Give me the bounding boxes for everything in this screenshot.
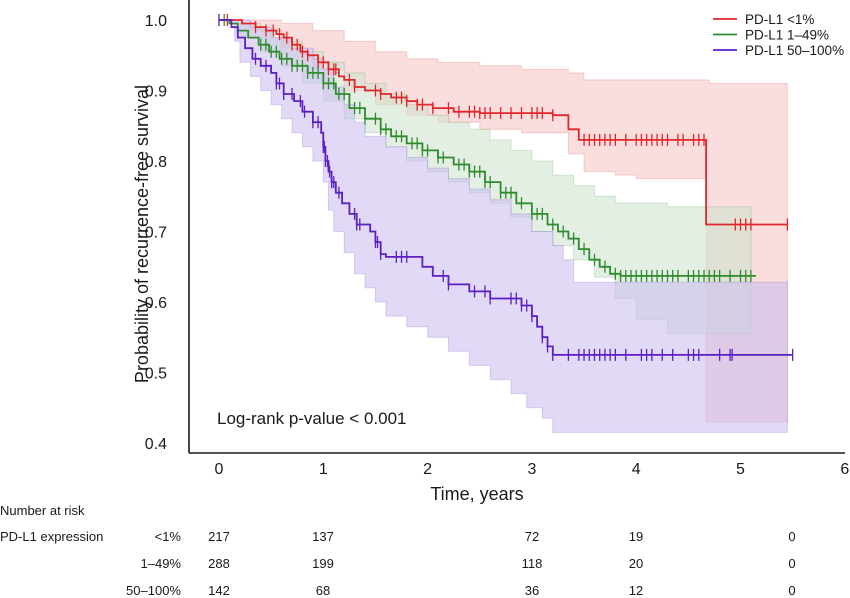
risk-count: 199 [312,556,334,571]
logrank-annotation: Log-rank p-value < 0.001 [217,409,407,428]
risk-group-label: 1–49% [140,556,181,571]
risk-group-label: 50–100% [126,583,181,598]
confidence-bands [219,19,788,433]
risk-count: 0 [788,556,796,571]
x-tick-label: 1 [319,461,328,478]
risk-count: 20 [628,556,644,571]
risk-count: 12 [628,583,644,598]
x-tick-label: 0 [215,461,224,478]
y-tick-label: 0.9 [145,84,167,101]
risk-table-group-header: PD-L1 expression [0,529,104,544]
survival-curve-2 [219,19,793,356]
risk-count: 0 [788,583,796,598]
y-tick-label: 0.6 [145,295,167,312]
x-tick-label: 5 [736,461,745,478]
legend-label: PD-L1 <1% [745,12,814,27]
risk-count: 72 [524,529,540,544]
risk-count: 137 [312,529,334,544]
y-tick-labels: 0.4 0.5 0.6 0.7 0.8 0.9 1.0 [145,13,167,453]
legend: PD-L1 <1%PD-L1 1–49%PD-L1 50–100% [713,12,844,58]
legend-label: PD-L1 50–100% [745,43,844,58]
x-tick-labels: 0 1 2 3 4 5 6 [215,461,850,478]
survival-curves [218,14,794,361]
x-tick-label: 4 [632,461,641,478]
risk-count: 217 [208,529,230,544]
risk-count: 19 [628,529,644,544]
y-tick-label: 0.8 [145,154,167,171]
legend-label: PD-L1 1–49% [745,28,829,43]
x-axis-title: Time, years [430,484,523,504]
risk-count: 36 [524,583,540,598]
y-tick-label: 0.5 [145,366,167,383]
risk-count: 0 [788,529,796,544]
y-tick-label: 0.4 [145,436,167,453]
y-axis-title: Probability of recurrence-free survival [132,85,152,383]
risk-count: 142 [208,583,230,598]
x-tick-label: 6 [840,461,849,478]
risk-count: 68 [315,583,331,598]
y-tick-label: 1.0 [145,13,167,30]
axes [188,0,845,454]
risk-count: 288 [208,556,230,571]
x-tick-label: 2 [423,461,432,478]
risk-count: 118 [521,556,543,571]
x-tick-label: 3 [527,461,536,478]
risk-table-title: Number at risk [0,503,85,518]
y-tick-label: 0.7 [145,225,167,242]
risk-group-label: <1% [154,529,181,544]
